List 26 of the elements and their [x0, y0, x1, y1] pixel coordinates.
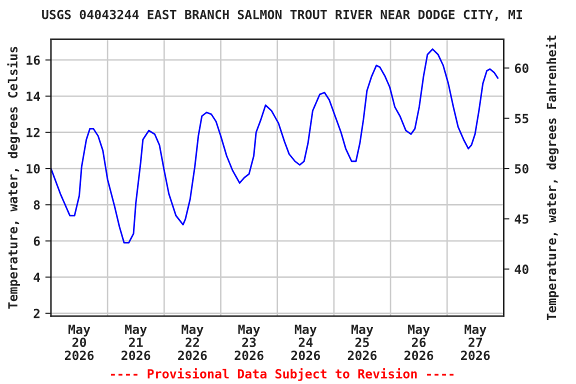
y-tick-label: 8 [34, 200, 40, 210]
y2-tick-label: 45 [514, 214, 528, 224]
y2-tick-label: 40 [514, 264, 528, 274]
y-tick-label: 10 [26, 164, 40, 174]
y-tick-label: 14 [26, 92, 40, 101]
x-tick-label: May 26 2026 [404, 324, 434, 360]
y-tick-label: 2 [34, 308, 40, 318]
x-tick-label: May 22 2026 [178, 324, 207, 360]
y-tick-label: 4 [34, 272, 40, 282]
y-tick-label: 16 [26, 55, 40, 65]
line-series [50, 48, 499, 244]
y-tick-label: 6 [34, 236, 40, 246]
y2-tick-label: 60 [514, 63, 528, 73]
x-tick-label: May 21 2026 [122, 324, 150, 360]
x-tick-label: May 20 2026 [64, 324, 94, 360]
x-tick-label: May 27 2026 [461, 324, 490, 360]
x-tick-label: May 23 2026 [234, 324, 264, 360]
y-axis-title: Temperature, water, degrees Celsius [7, 46, 20, 309]
y2-tick-label: 50 [515, 164, 528, 174]
y2-axis-title: Temperature, water, degrees Fahrenheit [546, 36, 559, 320]
y2-tick-label: 55 [515, 114, 528, 124]
x-tick-label: May 24 2026 [291, 324, 320, 360]
text: ---- Provisional Data Subject to Revision ---- [110, 368, 454, 381]
x-tick-label: May 25 2026 [348, 324, 377, 360]
y-tick-label: 12 [26, 128, 40, 138]
chart-title: USGS 04043244 EAST BRANCH SALMON TROUT RIVER NEAR DODGE CITY, MI [42, 10, 522, 21]
